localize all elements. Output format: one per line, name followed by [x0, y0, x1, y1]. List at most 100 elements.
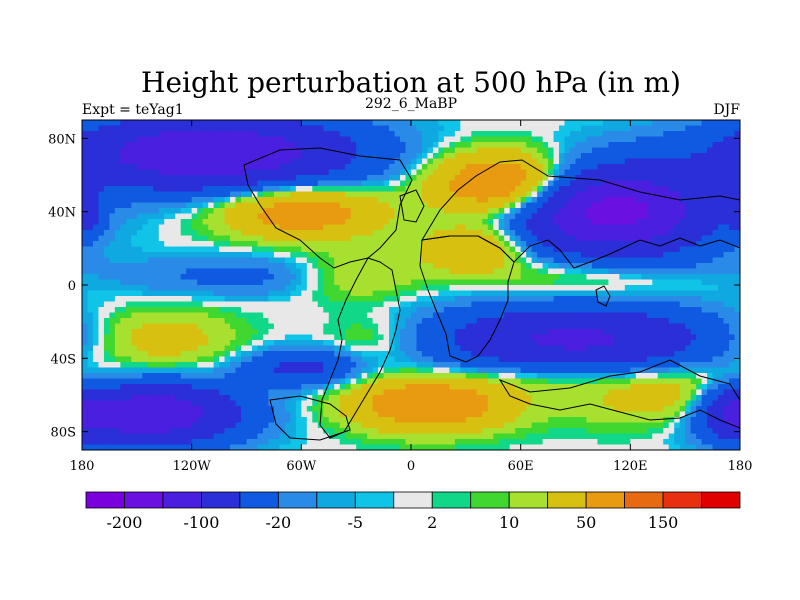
field-cell: [378, 158, 385, 165]
field-cell: [465, 208, 472, 215]
field-cell: [147, 285, 154, 292]
field-cell: [279, 186, 286, 193]
field-cell: [602, 202, 609, 209]
field-cell: [153, 279, 160, 286]
field-cell: [87, 175, 94, 182]
field-cell: [602, 175, 609, 182]
field-cell: [213, 125, 220, 132]
field-cell: [696, 268, 703, 275]
field-cell: [92, 312, 100, 319]
field-cell: [164, 252, 171, 259]
field-cell: [394, 153, 401, 160]
field-cell: [328, 340, 335, 347]
field-cell: [378, 147, 385, 154]
field-cell: [136, 274, 143, 281]
field-cell: [224, 169, 231, 176]
field-cell: [679, 131, 686, 138]
field-cell: [295, 224, 302, 231]
field-cell: [734, 334, 740, 341]
field-cell: [564, 147, 571, 154]
field-cell: [213, 142, 220, 149]
field-cell: [98, 268, 105, 275]
field-cell: [356, 169, 363, 176]
field-cell: [350, 301, 357, 308]
field-cell: [169, 268, 176, 275]
field-cell: [416, 230, 423, 237]
field-cell: [213, 219, 220, 226]
field-cell: [306, 268, 313, 275]
field-cell: [224, 296, 231, 303]
field-cell: [208, 197, 215, 204]
field-cell: [602, 142, 609, 149]
field-cell: [641, 169, 648, 176]
field-cell: [120, 164, 127, 171]
field-cell: [707, 164, 714, 171]
field-cell: [120, 169, 127, 176]
field-cell: [548, 202, 555, 209]
field-cell: [411, 263, 418, 270]
field-cell: [591, 230, 599, 237]
field-cell: [92, 125, 100, 132]
field-cell: [230, 191, 237, 198]
field-cell: [323, 246, 330, 253]
field-cell: [548, 334, 555, 341]
field-cell: [411, 131, 418, 138]
field-cell: [224, 252, 231, 259]
field-cell: [454, 125, 461, 132]
field-cell: [564, 279, 571, 286]
field-cell: [718, 340, 725, 347]
field-cell: [191, 235, 198, 242]
field-cell: [712, 312, 719, 319]
field-cell: [553, 131, 560, 138]
field-cell: [723, 186, 730, 193]
field-cell: [580, 301, 588, 308]
field-cell: [273, 334, 280, 341]
field-cell: [295, 345, 302, 352]
field-cell: [701, 318, 708, 325]
field-cell: [575, 208, 582, 215]
field-cell: [476, 334, 483, 341]
field-cell: [537, 312, 544, 319]
field-cell: [103, 147, 111, 154]
field-cell: [635, 125, 642, 132]
field-cell: [734, 120, 740, 127]
field-cell: [476, 241, 483, 248]
field-cell: [219, 323, 226, 330]
field-cell: [208, 340, 215, 347]
field-cell: [92, 142, 100, 149]
field-cell: [98, 158, 105, 165]
field-cell: [202, 312, 209, 319]
field-cell: [268, 263, 275, 270]
field-cell: [169, 136, 176, 143]
field-cell: [290, 301, 297, 308]
field-cell: [597, 274, 604, 281]
field-cell: [224, 147, 231, 154]
field-cell: [685, 224, 692, 231]
field-cell: [542, 307, 549, 314]
field-cell: [389, 208, 396, 215]
field-cell: [290, 334, 297, 341]
field-cell: [180, 169, 187, 176]
field-cell: [328, 208, 335, 215]
field-cell: [251, 241, 259, 248]
field-cell: [246, 235, 253, 242]
field-cell: [383, 241, 390, 248]
field-cell: [219, 241, 226, 248]
field-cell: [690, 235, 697, 242]
field-cell: [114, 340, 121, 347]
field-cell: [630, 202, 637, 209]
field-cell: [268, 224, 275, 231]
field-cell: [92, 224, 100, 231]
field-cell: [416, 125, 423, 132]
field-cell: [295, 257, 302, 264]
field-cell: [345, 274, 352, 281]
field-cell: [674, 120, 681, 127]
field-cell: [153, 307, 160, 314]
field-cell: [734, 224, 740, 231]
field-cell: [454, 252, 461, 259]
field-cell: [273, 307, 280, 314]
field-cell: [251, 219, 259, 226]
field-cell: [515, 246, 522, 253]
field-cell: [224, 219, 231, 226]
field-cell: [465, 191, 472, 198]
